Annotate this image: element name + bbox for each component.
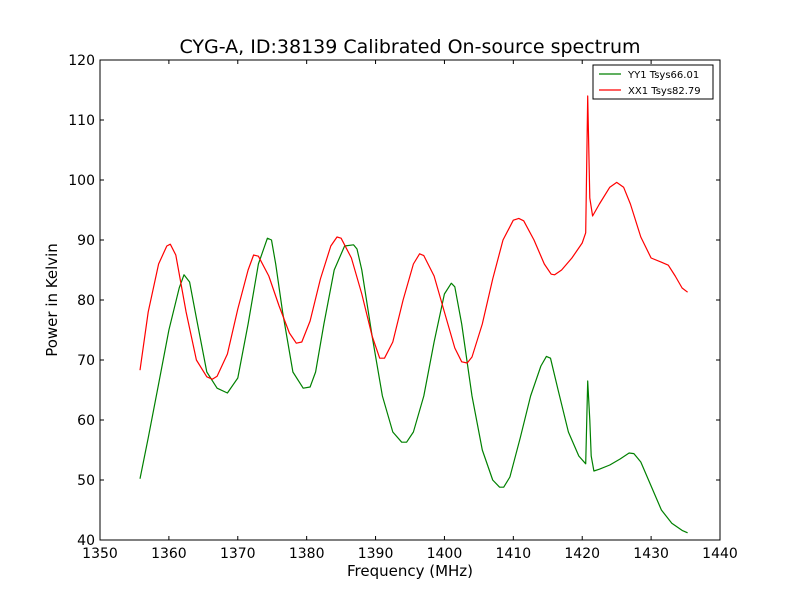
x-axis-label: Frequency (MHz) — [347, 562, 473, 580]
x-tick-label: 1420 — [564, 546, 600, 562]
series-line-xx1 — [139, 95, 688, 380]
legend: YY1 Tsys66.01 XX1 Tsys82.79 — [592, 64, 714, 100]
plot-frame — [99, 59, 721, 541]
x-tick-label: 1440 — [702, 546, 738, 562]
axes: 1350 1360 1370 1380 1390 1400 1410 1420 1430 1440… — [68, 53, 738, 562]
y-tick-label: 90 — [77, 233, 95, 249]
x-tick-label: 1370 — [220, 546, 256, 562]
legend-box — [592, 64, 714, 100]
y-tick-label: 110 — [68, 113, 95, 129]
x-tick-label: 1410 — [496, 546, 532, 562]
x-tick-label: 1390 — [358, 546, 394, 562]
x-tick-label: 1360 — [151, 546, 187, 562]
series-line-yy1 — [139, 237, 688, 534]
y-tick-label: 50 — [77, 473, 95, 489]
plot-area — [99, 59, 721, 541]
series-layer — [139, 95, 688, 534]
x-tick-label: 1400 — [427, 546, 463, 562]
y-tick-label: 100 — [68, 173, 95, 189]
y-axis-label: Power in Kelvin — [43, 243, 61, 357]
x-tick-label: 1380 — [289, 546, 325, 562]
x-tick-label: 1430 — [633, 546, 669, 562]
x-tick-label: 1350 — [82, 546, 118, 562]
y-tick-label: 70 — [77, 353, 95, 369]
y-tick-label: 120 — [68, 53, 95, 69]
y-tick-label: 40 — [77, 533, 95, 549]
legend-label-xx1: XX1 Tsys82.79 — [628, 86, 701, 97]
legend-label-yy1: YY1 Tsys66.01 — [627, 70, 699, 81]
y-tick-label: 80 — [77, 293, 95, 309]
y-tick-label: 60 — [77, 413, 95, 429]
chart-title: CYG-A, ID:38139 Calibrated On-source spe… — [179, 36, 640, 58]
